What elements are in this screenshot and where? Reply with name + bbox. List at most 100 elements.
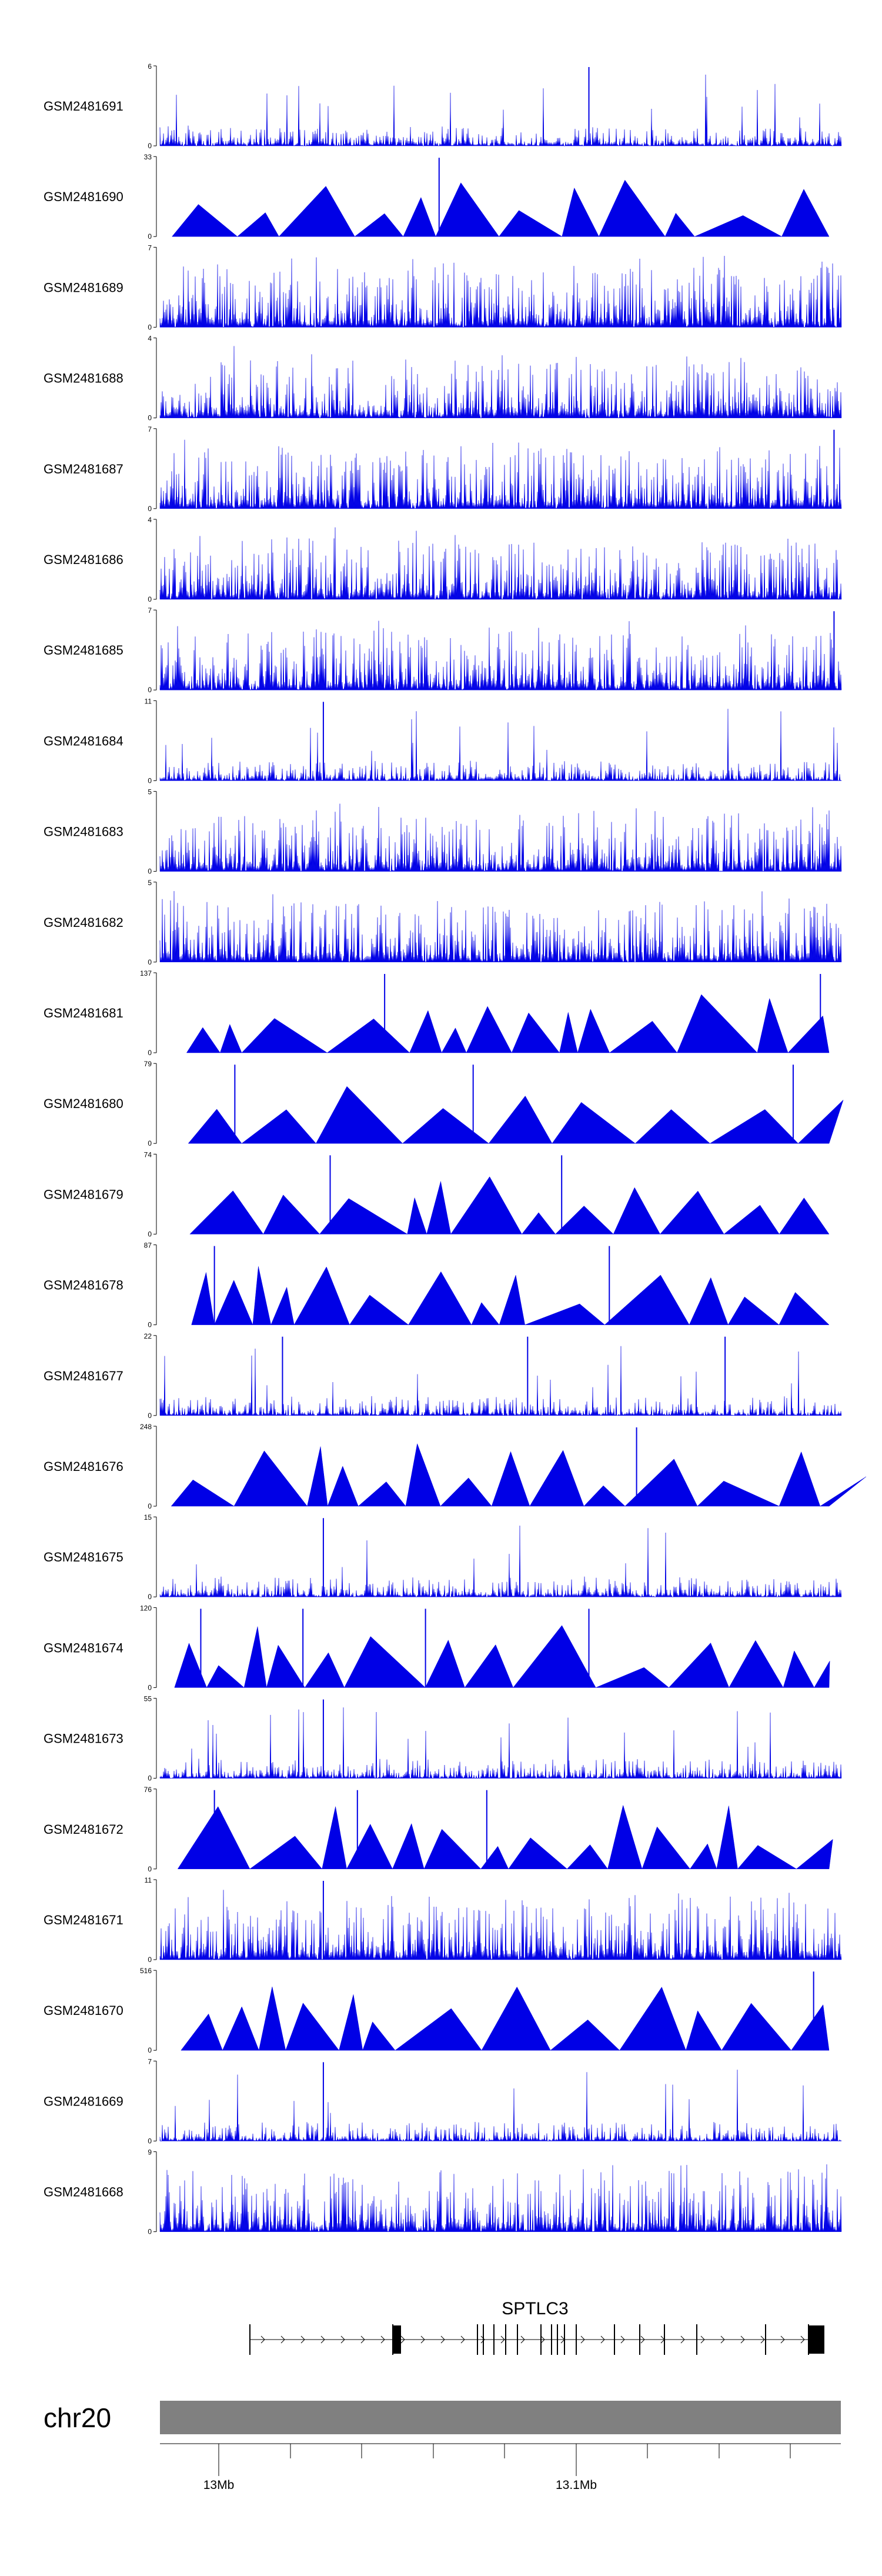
signal-area xyxy=(159,1890,842,1960)
track-gsm2481678: GSM2481678 87 0 xyxy=(44,1242,830,1329)
track-gsm2481671: GSM2481671 11 0 xyxy=(44,1876,842,1964)
track-gsm2481685: GSM2481685 7 0 xyxy=(44,606,842,694)
y-tick-label-min: 0 xyxy=(148,1321,152,1329)
signal-area xyxy=(159,439,842,509)
track-label: GSM2481690 xyxy=(44,189,123,204)
y-tick-label-min: 0 xyxy=(148,1683,152,1691)
signal-area xyxy=(159,1526,842,1598)
track-label: GSM2481672 xyxy=(44,1822,123,1837)
track-gsm2481672: GSM2481672 76 0 xyxy=(44,1786,833,1873)
y-tick-label-min: 0 xyxy=(148,1230,152,1238)
y-tick-label-max: 137 xyxy=(140,969,152,977)
signal-area xyxy=(159,346,842,419)
strand-arrow xyxy=(400,2335,405,2344)
y-tick-label-min: 0 xyxy=(148,323,152,331)
y-tick-label-min: 0 xyxy=(148,1865,152,1873)
strand-arrow xyxy=(540,2335,545,2344)
y-tick-label-min: 0 xyxy=(148,142,152,150)
axis-label-13mb: 13Mb xyxy=(203,2478,235,2492)
strand-arrow xyxy=(260,2335,265,2344)
chromosome-ideogram-bar xyxy=(160,2401,841,2434)
signal-area xyxy=(159,527,842,600)
y-tick-label-max: 7 xyxy=(148,606,152,615)
track-gsm2481679: GSM2481679 74 0 xyxy=(44,1150,830,1238)
signal-area xyxy=(172,179,830,237)
y-tick-label-min: 0 xyxy=(148,1956,152,1964)
strand-arrow xyxy=(800,2335,805,2344)
chromosome-track: chr20 13Mb 13.1Mb xyxy=(44,2401,841,2492)
strand-arrow xyxy=(680,2335,685,2344)
track-gsm2481670: GSM2481670 516 0 xyxy=(44,1967,830,2054)
y-tick-label-max: 9 xyxy=(148,2148,152,2157)
y-tick-label-max: 11 xyxy=(145,1876,152,1884)
strand-arrow xyxy=(720,2335,725,2344)
track-label: GSM2481675 xyxy=(44,1550,123,1564)
y-tick-label-max: 7 xyxy=(148,243,152,252)
strand-arrow xyxy=(520,2335,525,2344)
gene-name-label: SPTLC3 xyxy=(502,2299,568,2318)
y-tick-label-max: 87 xyxy=(144,1242,152,1250)
track-gsm2481691: GSM2481691 6 0 xyxy=(44,62,842,150)
strand-arrow xyxy=(280,2335,285,2344)
track-label: GSM2481682 xyxy=(44,915,123,930)
track-gsm2481689: GSM2481689 7 0 xyxy=(44,243,842,331)
y-tick-label-min: 0 xyxy=(148,1049,152,1057)
signal-area xyxy=(191,1266,830,1326)
y-tick-label-min: 0 xyxy=(148,1412,152,1420)
y-tick-label-max: 120 xyxy=(140,1604,152,1612)
track-gsm2481681: GSM2481681 137 0 xyxy=(44,969,830,1057)
track-gsm2481684: GSM2481684 11 0 xyxy=(44,697,842,785)
y-tick-label-max: 7 xyxy=(148,2057,152,2066)
strand-arrow xyxy=(500,2335,505,2344)
strand-arrow xyxy=(480,2335,485,2344)
y-tick-label-max: 6 xyxy=(148,62,152,71)
y-tick-label-max: 5 xyxy=(148,879,152,887)
y-tick-label-min: 0 xyxy=(148,414,152,422)
y-tick-label-max: 516 xyxy=(140,1967,152,1975)
strand-arrow xyxy=(640,2335,645,2344)
signal-area xyxy=(171,1443,867,1507)
y-tick-label-max: 55 xyxy=(144,1695,152,1703)
strand-arrow xyxy=(700,2335,705,2344)
strand-arrow xyxy=(460,2335,465,2344)
data-tracks: GSM248169160GSM2481690330GSM248168970GSM… xyxy=(44,62,867,2236)
signal-area xyxy=(159,620,842,691)
gene-track: SPTLC3 xyxy=(249,2299,824,2355)
track-label: GSM2481688 xyxy=(44,371,123,386)
y-tick-label-min: 0 xyxy=(148,958,152,966)
track-gsm2481677: GSM2481677 22 0 xyxy=(44,1332,842,1420)
track-label: GSM2481677 xyxy=(44,1369,123,1383)
y-tick-label-min: 0 xyxy=(148,1593,152,1601)
track-label: GSM2481671 xyxy=(44,1913,123,1927)
track-label: GSM2481678 xyxy=(44,1278,123,1293)
strand-arrow xyxy=(780,2335,785,2344)
strand-arrow xyxy=(440,2335,445,2344)
y-tick-label-max: 22 xyxy=(144,1332,152,1340)
strand-arrow xyxy=(340,2335,345,2344)
y-tick-label-min: 0 xyxy=(148,595,152,603)
signal-area xyxy=(159,709,842,782)
y-tick-label-max: 74 xyxy=(144,1150,152,1159)
exon-block xyxy=(809,2325,824,2354)
y-tick-label-min: 0 xyxy=(148,1139,152,1147)
signal-area xyxy=(159,803,842,872)
strand-arrow xyxy=(740,2335,745,2344)
y-tick-label-max: 76 xyxy=(144,1786,152,1794)
track-gsm2481669: GSM2481669 7 0 xyxy=(44,2057,842,2145)
track-label: GSM2481674 xyxy=(44,1640,123,1655)
strand-arrow xyxy=(420,2335,425,2344)
y-tick-label-max: 79 xyxy=(144,1060,152,1068)
y-tick-label-min: 0 xyxy=(148,2137,152,2145)
y-tick-label-min: 0 xyxy=(148,232,152,241)
track-label: GSM2481673 xyxy=(44,1731,123,1746)
signal-area xyxy=(159,256,842,328)
track-gsm2481690: GSM2481690 33 0 xyxy=(44,153,830,241)
track-gsm2481682: GSM2481682 5 0 xyxy=(44,879,842,966)
track-gsm2481686: GSM2481686 4 0 xyxy=(44,516,842,603)
signal-area xyxy=(177,1804,833,1870)
signal-area xyxy=(159,2164,842,2233)
track-label: GSM2481683 xyxy=(44,825,123,839)
y-tick-label-min: 0 xyxy=(148,867,152,876)
track-label: GSM2481679 xyxy=(44,1187,123,1202)
chromosome-name-label: chr20 xyxy=(44,2403,111,2433)
